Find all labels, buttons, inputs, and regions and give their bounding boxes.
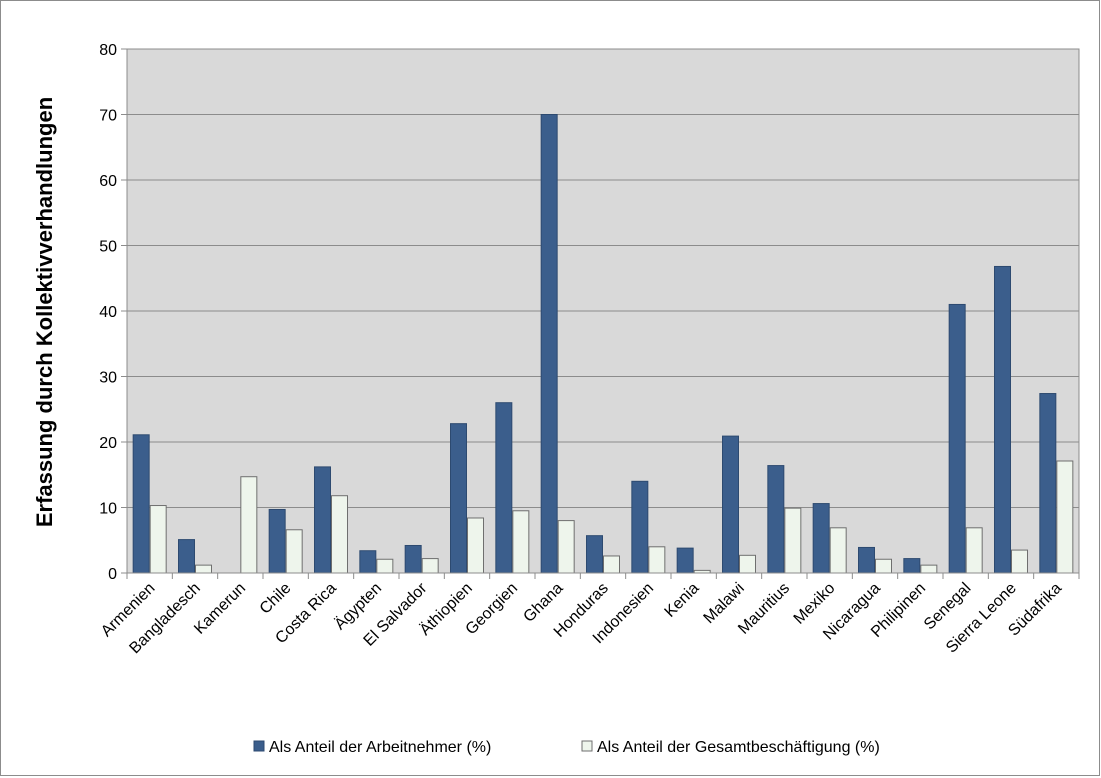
bar-gesamtbeschaeftigung [195, 564, 212, 574]
y-tick-label: 80 [99, 42, 117, 59]
bar-gesamtbeschaeftigung [965, 527, 983, 574]
bar-gesamtbeschaeftigung [149, 505, 167, 574]
bar-gesamtbeschaeftigung [467, 517, 484, 574]
bar-gesamtbeschaeftigung [512, 510, 530, 574]
bar-gesamtbeschaeftigung [920, 564, 938, 574]
bar-gesamtbeschaeftigung [285, 529, 303, 574]
bar-gesamtbeschaeftigung [557, 520, 575, 574]
y-tick-label: 40 [99, 304, 117, 321]
bar-arbeitnehmer [812, 503, 830, 574]
y-axis-ticks: 0 10 20 30 40 50 60 70 80 [99, 42, 127, 583]
gridlines [127, 48, 1079, 508]
bar-gesamtbeschaeftigung [1011, 549, 1028, 574]
bar-arbeitnehmer [767, 465, 785, 574]
y-tick-label: 50 [99, 239, 117, 256]
bar-gesamtbeschaeftigung [1056, 460, 1074, 574]
bar-arbeitnehmer [314, 466, 331, 574]
y-tick-label: 30 [99, 370, 117, 387]
legend-label: Als Anteil der Gesamtbeschäftigung (%) [597, 739, 880, 756]
bar-arbeitnehmer [1039, 393, 1057, 574]
bar-arbeitnehmer [948, 303, 966, 574]
legend-swatch [581, 740, 593, 752]
y-tick-label: 70 [99, 108, 117, 125]
bar-gesamtbeschaeftigung [240, 476, 258, 574]
bar-arbeitnehmer [722, 435, 739, 574]
x-axis [126, 572, 1080, 579]
y-tick-label: 60 [99, 173, 117, 190]
bar-arbeitnehmer [858, 546, 875, 574]
y-tick-label: 20 [99, 435, 117, 452]
bar-arbeitnehmer [994, 265, 1011, 574]
bar-arbeitnehmer [540, 114, 558, 574]
bar-gesamtbeschaeftigung [421, 558, 439, 574]
bar-arbeitnehmer [450, 423, 467, 574]
bar-arbeitnehmer [404, 544, 422, 574]
legend-swatch [253, 740, 265, 752]
bar-gesamtbeschaeftigung [648, 546, 666, 574]
bar-arbeitnehmer [359, 550, 377, 574]
bar-gesamtbeschaeftigung [829, 527, 847, 574]
x-tick-label: Chile [257, 580, 295, 618]
bar-arbeitnehmer [495, 402, 513, 574]
y-tick-label: 10 [99, 501, 117, 518]
bar-gesamtbeschaeftigung [784, 507, 802, 574]
x-tick-label: Kenia [662, 580, 703, 621]
bar-gesamtbeschaeftigung [331, 495, 348, 574]
bar-gesamtbeschaeftigung [603, 555, 620, 574]
legend: Als Anteil der Arbeitnehmer (%) Als Antei… [253, 739, 880, 756]
bar-gesamtbeschaeftigung [875, 558, 892, 574]
bar-arbeitnehmer [268, 508, 286, 574]
bar-arbeitnehmer [676, 547, 694, 574]
bar-arbeitnehmer [586, 535, 603, 574]
bar-gesamtbeschaeftigung [376, 558, 394, 574]
legend-label: Als Anteil der Arbeitnehmer (%) [269, 739, 491, 756]
bar-arbeitnehmer [132, 434, 150, 574]
bar-arbeitnehmer [631, 480, 649, 574]
bar-series-group [132, 114, 1074, 574]
bar-arbeitnehmer [903, 558, 921, 574]
bar-gesamtbeschaeftigung [739, 554, 756, 574]
y-tick-label: 0 [108, 566, 117, 583]
y-axis-label: Erfassung durch Kollektivverhandlungen [32, 97, 57, 527]
bar-arbeitnehmer [178, 539, 195, 574]
